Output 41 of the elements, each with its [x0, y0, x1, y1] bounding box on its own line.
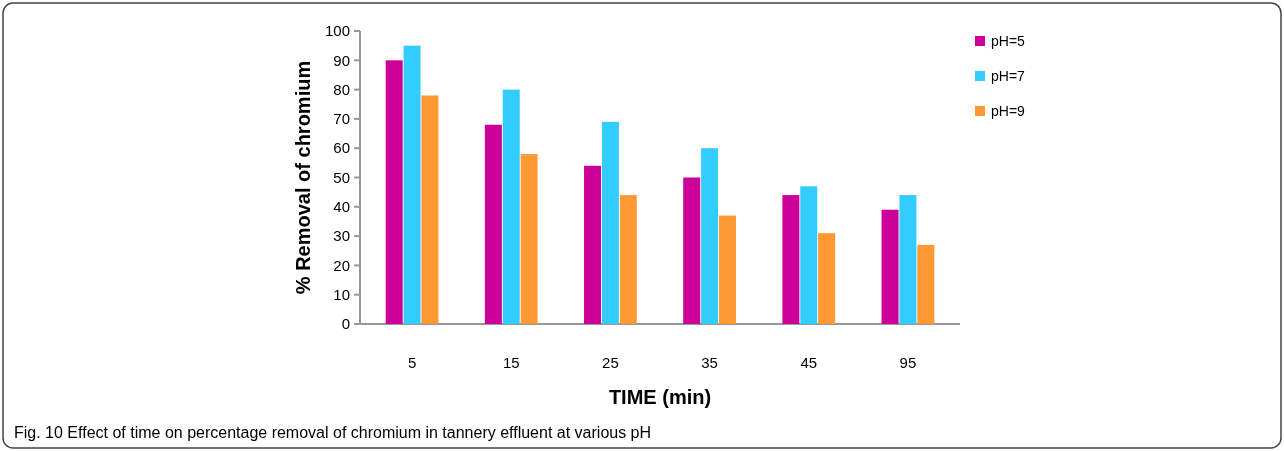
bar [818, 233, 836, 324]
y-tick-label: 30 [333, 227, 350, 245]
y-tick-label: 20 [333, 256, 350, 274]
y-axis-title: % Removal of chromium [292, 60, 314, 295]
bar [584, 165, 602, 324]
bar [502, 89, 520, 324]
bar [917, 244, 935, 324]
bar [385, 60, 403, 324]
y-tick-label: 100 [324, 22, 350, 40]
bar [421, 95, 439, 324]
bar [881, 209, 899, 324]
x-tick-label: 35 [701, 354, 718, 371]
bar [619, 195, 637, 324]
bar [484, 124, 502, 324]
bar [718, 215, 736, 324]
y-tick-label: 60 [333, 139, 350, 157]
y-tick-label: 40 [333, 198, 350, 216]
y-tick-label: 0 [341, 315, 350, 333]
legend-label: pH=7 [991, 67, 1026, 84]
x-tick-label: 45 [800, 354, 818, 371]
legend-label: pH=5 [991, 32, 1026, 49]
bar [800, 186, 818, 324]
x-axis-title: TIME (min) [608, 386, 712, 408]
x-tick-label: 15 [502, 354, 520, 371]
y-tick-label: 50 [333, 168, 350, 186]
bar [601, 121, 619, 324]
x-tick-label: 25 [602, 354, 619, 371]
bar [701, 148, 719, 324]
bar [683, 177, 701, 324]
y-tick-label: 90 [333, 51, 350, 69]
bar [403, 45, 421, 324]
bar [520, 154, 538, 324]
y-tick-label: 10 [333, 285, 350, 303]
bar [899, 195, 917, 324]
bar [782, 195, 800, 324]
x-tick-label: 5 [407, 354, 417, 371]
legend-label: pH=9 [991, 102, 1026, 119]
y-tick-label: 70 [333, 110, 350, 128]
x-tick-label: 95 [899, 354, 917, 371]
y-tick-label: 80 [333, 80, 350, 98]
caption: Fig. 10 Effect of time on percentage removal of chromium in tannery effluent at various pH [14, 424, 652, 441]
